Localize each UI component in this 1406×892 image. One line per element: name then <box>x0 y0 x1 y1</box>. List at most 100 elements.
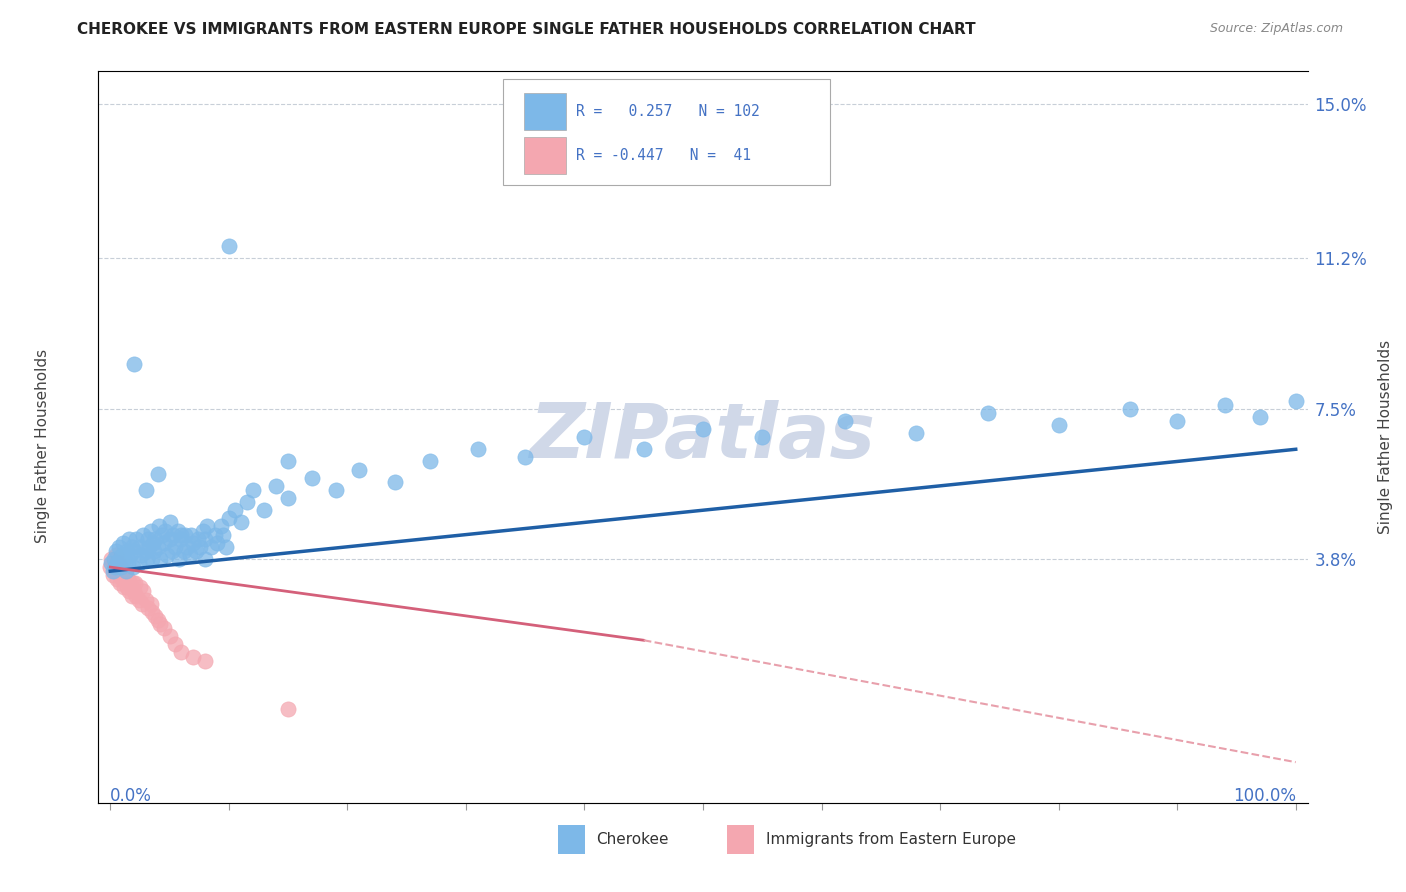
Point <box>209 519 232 533</box>
Point <box>194 532 217 546</box>
Point <box>347 462 370 476</box>
Point <box>218 511 240 525</box>
Point <box>125 532 148 546</box>
Point <box>107 556 129 570</box>
Point <box>692 422 714 436</box>
Bar <box>524 137 567 174</box>
Text: 0.0%: 0.0% <box>110 787 152 805</box>
Point <box>204 527 226 541</box>
Point <box>124 576 146 591</box>
Text: Single Father Households: Single Father Households <box>35 349 49 543</box>
Point <box>142 535 165 549</box>
Point <box>110 560 132 574</box>
Point <box>121 576 143 591</box>
Point <box>153 524 176 538</box>
Point <box>152 527 174 541</box>
Point <box>1213 398 1236 412</box>
Bar <box>727 825 754 854</box>
Point <box>159 532 181 546</box>
Point <box>242 483 264 497</box>
Point <box>574 430 596 444</box>
Bar <box>524 94 567 130</box>
Point <box>128 556 150 570</box>
Point <box>112 564 135 578</box>
Point <box>143 532 166 546</box>
Point <box>148 519 170 533</box>
Point <box>173 544 195 558</box>
Point <box>165 637 187 651</box>
Point <box>200 540 222 554</box>
Point <box>136 600 159 615</box>
Point <box>103 556 125 570</box>
Point <box>141 605 163 619</box>
Point <box>190 540 212 554</box>
Point <box>101 568 124 582</box>
Text: Cherokee: Cherokee <box>596 832 669 847</box>
Text: Immigrants from Eastern Europe: Immigrants from Eastern Europe <box>766 832 1017 847</box>
Point <box>115 581 138 595</box>
Point <box>103 552 125 566</box>
Point <box>184 544 207 558</box>
Point <box>384 475 406 489</box>
Point <box>122 584 145 599</box>
Point <box>212 527 235 541</box>
Point <box>104 564 127 578</box>
Point <box>167 552 190 566</box>
Point <box>215 540 238 554</box>
Point <box>111 548 134 562</box>
Point <box>905 425 928 440</box>
Point <box>105 544 128 558</box>
Point <box>160 544 183 558</box>
Point <box>117 572 139 586</box>
Point <box>467 442 489 457</box>
Point <box>101 564 124 578</box>
Point <box>191 524 214 538</box>
Point <box>100 552 122 566</box>
Point <box>118 532 141 546</box>
Point <box>264 479 287 493</box>
Point <box>136 532 159 546</box>
Text: 100.0%: 100.0% <box>1233 787 1296 805</box>
Point <box>114 581 136 595</box>
Point <box>1166 414 1188 428</box>
Point <box>633 442 655 457</box>
Point <box>179 548 201 562</box>
Point <box>141 552 163 566</box>
Point <box>120 548 142 562</box>
Point <box>143 608 166 623</box>
Point <box>170 645 193 659</box>
Text: CHEROKEE VS IMMIGRANTS FROM EASTERN EUROPE SINGLE FATHER HOUSEHOLDS CORRELATION : CHEROKEE VS IMMIGRANTS FROM EASTERN EURO… <box>77 22 976 37</box>
Text: R = -0.447   N =  41: R = -0.447 N = 41 <box>576 148 751 163</box>
Point <box>159 629 181 643</box>
Point <box>162 527 184 541</box>
Point <box>146 613 169 627</box>
Point <box>149 552 172 566</box>
Point <box>170 527 193 541</box>
Point <box>181 649 204 664</box>
Point <box>152 535 174 549</box>
Point <box>301 471 323 485</box>
Point <box>156 548 179 562</box>
Point <box>105 572 128 586</box>
Point <box>277 702 299 716</box>
Point <box>110 560 132 574</box>
Point <box>129 540 152 554</box>
Point <box>166 524 188 538</box>
Point <box>135 592 157 607</box>
Point <box>187 532 209 546</box>
Point <box>108 576 131 591</box>
Point <box>180 527 202 541</box>
Point <box>1047 417 1070 432</box>
Point <box>218 239 240 253</box>
Point <box>138 540 160 554</box>
Point <box>152 621 174 635</box>
Point <box>1249 409 1271 424</box>
Point <box>121 540 143 554</box>
Point <box>104 560 127 574</box>
Point <box>129 548 152 562</box>
Point <box>122 544 145 558</box>
Point <box>131 597 153 611</box>
Point <box>174 527 197 541</box>
Point <box>170 532 193 546</box>
Point <box>165 540 187 554</box>
